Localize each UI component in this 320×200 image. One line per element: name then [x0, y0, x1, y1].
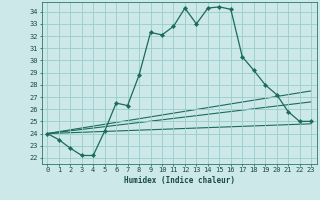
- X-axis label: Humidex (Indice chaleur): Humidex (Indice chaleur): [124, 176, 235, 185]
